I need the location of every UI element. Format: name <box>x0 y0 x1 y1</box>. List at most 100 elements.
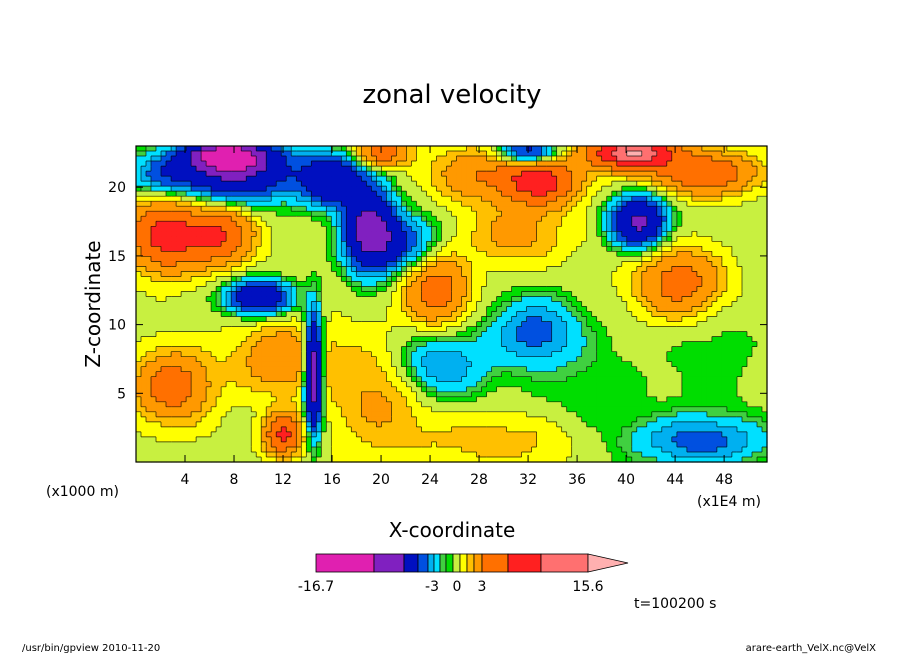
field-cell <box>641 246 648 252</box>
field-cell <box>741 196 748 202</box>
field-cell <box>166 246 172 252</box>
field-cell <box>451 156 458 162</box>
field-cell <box>721 146 728 152</box>
field-cell <box>456 301 463 308</box>
field-cell <box>171 301 177 308</box>
field-cell <box>231 206 237 212</box>
field-cell <box>361 331 367 338</box>
field-cell <box>606 186 613 192</box>
field-cell <box>651 226 658 232</box>
field-cell <box>286 236 292 242</box>
field-cell <box>146 211 152 217</box>
field-cell <box>526 316 533 323</box>
field-cell <box>591 186 598 192</box>
field-cell <box>316 301 322 308</box>
field-cell <box>381 326 387 333</box>
field-cell <box>391 226 398 232</box>
field-cell <box>276 326 282 333</box>
field-cell <box>616 306 623 313</box>
field-cell <box>661 306 668 313</box>
field-cell <box>426 316 433 323</box>
field-cell <box>256 196 262 202</box>
field-cell <box>206 146 212 152</box>
field-cell <box>571 151 578 157</box>
field-cell <box>671 241 678 247</box>
field-cell <box>181 331 187 338</box>
field-cell <box>426 331 433 338</box>
field-cell <box>716 226 723 232</box>
field-cell <box>621 306 628 313</box>
field-cell <box>156 196 162 202</box>
field-cell <box>346 151 352 157</box>
field-cell <box>421 321 428 328</box>
field-cell <box>656 231 663 237</box>
field-cell <box>721 296 728 303</box>
field-cell <box>676 251 683 257</box>
field-cell <box>156 241 162 247</box>
field-cell <box>606 331 613 338</box>
field-cell <box>296 251 302 257</box>
field-cell <box>581 161 588 167</box>
field-cell <box>241 151 247 157</box>
field-cell <box>411 166 418 172</box>
field-cell <box>481 186 488 192</box>
field-cell <box>741 261 748 267</box>
field-cell <box>651 321 658 328</box>
field-cell <box>436 336 443 343</box>
field-cell <box>651 206 658 212</box>
field-cell <box>311 251 317 257</box>
field-cell <box>341 256 347 262</box>
field-cell <box>216 226 222 232</box>
field-cell <box>211 176 217 182</box>
field-cell <box>451 226 458 232</box>
field-cell <box>336 266 342 272</box>
field-cell <box>381 296 387 303</box>
field-cell <box>336 311 342 318</box>
field-cell <box>581 251 588 257</box>
field-cell <box>746 171 753 177</box>
field-cell <box>731 226 738 232</box>
field-cell <box>421 196 428 202</box>
field-cell <box>421 231 428 237</box>
field-cell <box>746 231 753 237</box>
field-cell <box>761 156 768 162</box>
field-cell <box>281 161 287 167</box>
field-cell <box>141 211 147 217</box>
field-cell <box>671 161 678 167</box>
field-cell <box>296 271 302 278</box>
field-cell <box>246 316 252 323</box>
field-cell <box>341 211 347 217</box>
field-cell <box>296 171 302 177</box>
field-cell <box>471 326 478 333</box>
field-cell <box>671 256 678 262</box>
field-cell <box>176 286 182 293</box>
field-cell <box>206 291 212 298</box>
field-cell <box>346 246 352 252</box>
field-cell <box>576 216 583 222</box>
field-cell <box>476 236 483 242</box>
field-cell <box>561 261 568 267</box>
field-cell <box>751 286 758 293</box>
field-cell <box>171 216 177 222</box>
field-cell <box>346 181 352 187</box>
field-cell <box>421 221 428 227</box>
field-cell <box>191 276 197 283</box>
field-cell <box>251 241 257 247</box>
field-cell <box>691 266 698 272</box>
field-cell <box>171 211 177 217</box>
field-cell <box>371 296 377 303</box>
field-cell <box>526 156 533 162</box>
field-cell <box>571 271 578 278</box>
field-cell <box>491 291 498 298</box>
field-cell <box>366 181 372 187</box>
field-cell <box>611 186 618 192</box>
field-cell <box>731 161 738 167</box>
field-cell <box>671 306 678 313</box>
field-cell <box>566 171 573 177</box>
field-cell <box>706 221 713 227</box>
field-cell <box>366 171 372 177</box>
field-cell <box>266 166 272 172</box>
field-cell <box>736 281 743 288</box>
field-cell <box>146 271 152 278</box>
field-cell <box>516 241 523 247</box>
